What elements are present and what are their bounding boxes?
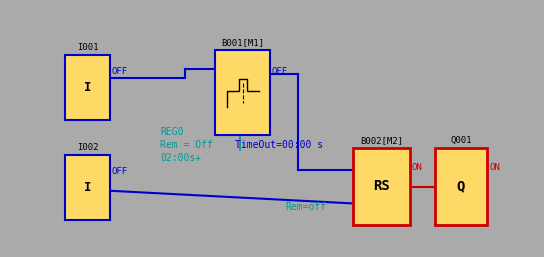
Bar [353,148,410,225]
Text: OFF: OFF [112,67,128,76]
Text: I: I [84,181,91,194]
Text: OFF: OFF [272,67,288,76]
Text: I001: I001 [77,43,98,52]
Bar [215,50,270,135]
Text: Q: Q [457,179,465,194]
Text: ON: ON [489,163,500,172]
Text: Rem = Off: Rem = Off [160,140,213,150]
Text: RS: RS [373,179,390,194]
Bar [435,148,487,225]
Text: REG0: REG0 [160,127,183,137]
Text: OFF: OFF [112,167,128,176]
Text: I: I [84,81,91,94]
Text: Q001: Q001 [450,136,472,145]
Text: Rem=off: Rem=off [285,202,326,212]
Bar [65,155,110,220]
Text: B001[M1]: B001[M1] [221,38,264,47]
Text: I002: I002 [77,143,98,152]
Text: B002[M2]: B002[M2] [360,136,403,145]
Text: ON: ON [412,163,423,172]
Bar [65,55,110,120]
Text: 02:00s+: 02:00s+ [160,153,201,163]
Text: TimeOut=00:00 s: TimeOut=00:00 s [235,140,323,150]
